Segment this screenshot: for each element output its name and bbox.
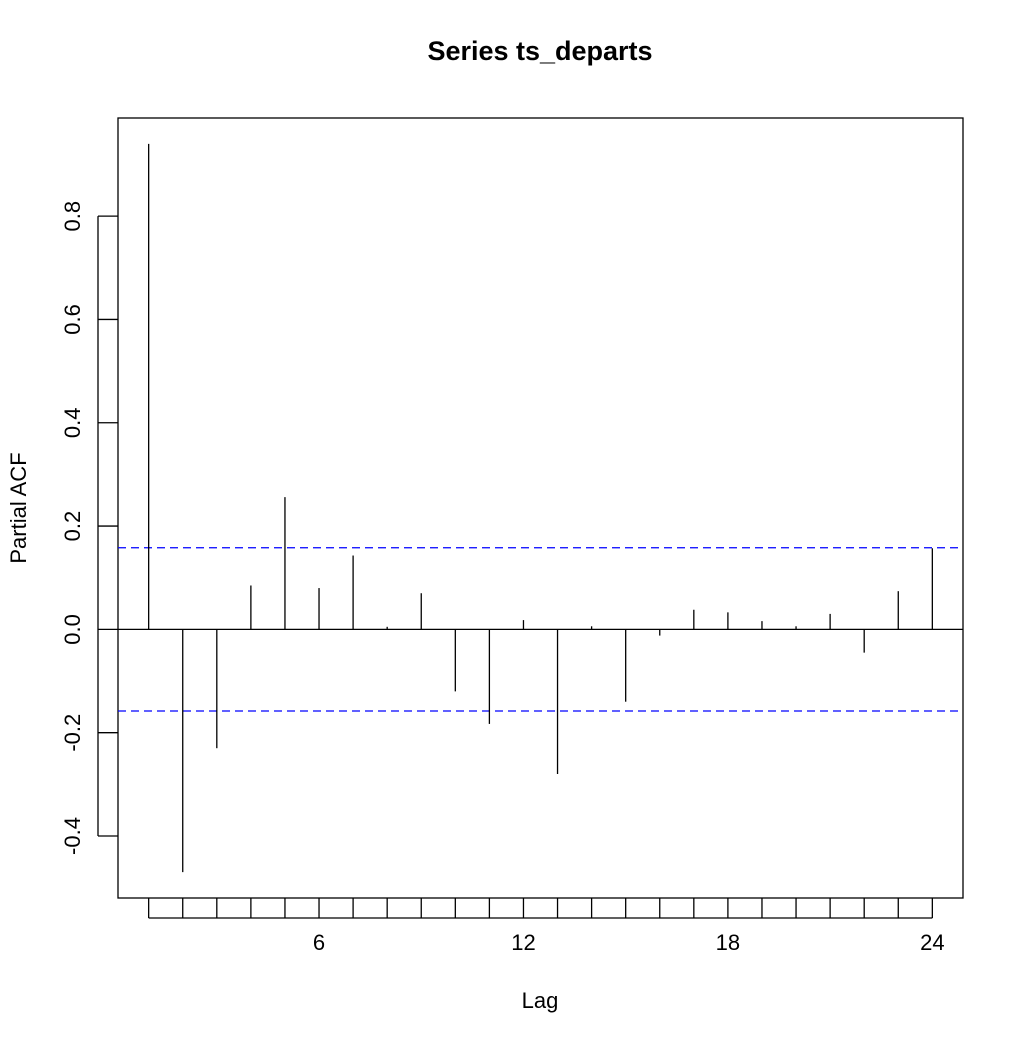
chart-title: Series ts_departs xyxy=(427,36,652,66)
y-tick-label-2: 0.0 xyxy=(60,614,85,645)
plot-frame xyxy=(117,117,964,899)
y-tick-label-0: -0.4 xyxy=(60,817,85,855)
x-tick-label-6: 6 xyxy=(313,930,325,955)
y-tick-label-5: 0.6 xyxy=(60,304,85,335)
x-tick-label-18: 18 xyxy=(716,930,740,955)
chart-marks: 6 12 18 24 -0.4 -0.2 0.0 0.2 0.4 0.6 0.8 xyxy=(60,143,963,955)
x-tick-label-24: 24 xyxy=(920,930,944,955)
y-tick-label-6: 0.8 xyxy=(60,201,85,232)
y-axis-label: Partial ACF xyxy=(6,452,31,563)
y-tick-label-4: 0.4 xyxy=(60,407,85,438)
x-tick-label-12: 12 xyxy=(511,930,535,955)
y-tick-label-1: -0.2 xyxy=(60,714,85,752)
x-axis-label: Lag xyxy=(522,988,559,1013)
y-tick-label-3: 0.2 xyxy=(60,511,85,542)
